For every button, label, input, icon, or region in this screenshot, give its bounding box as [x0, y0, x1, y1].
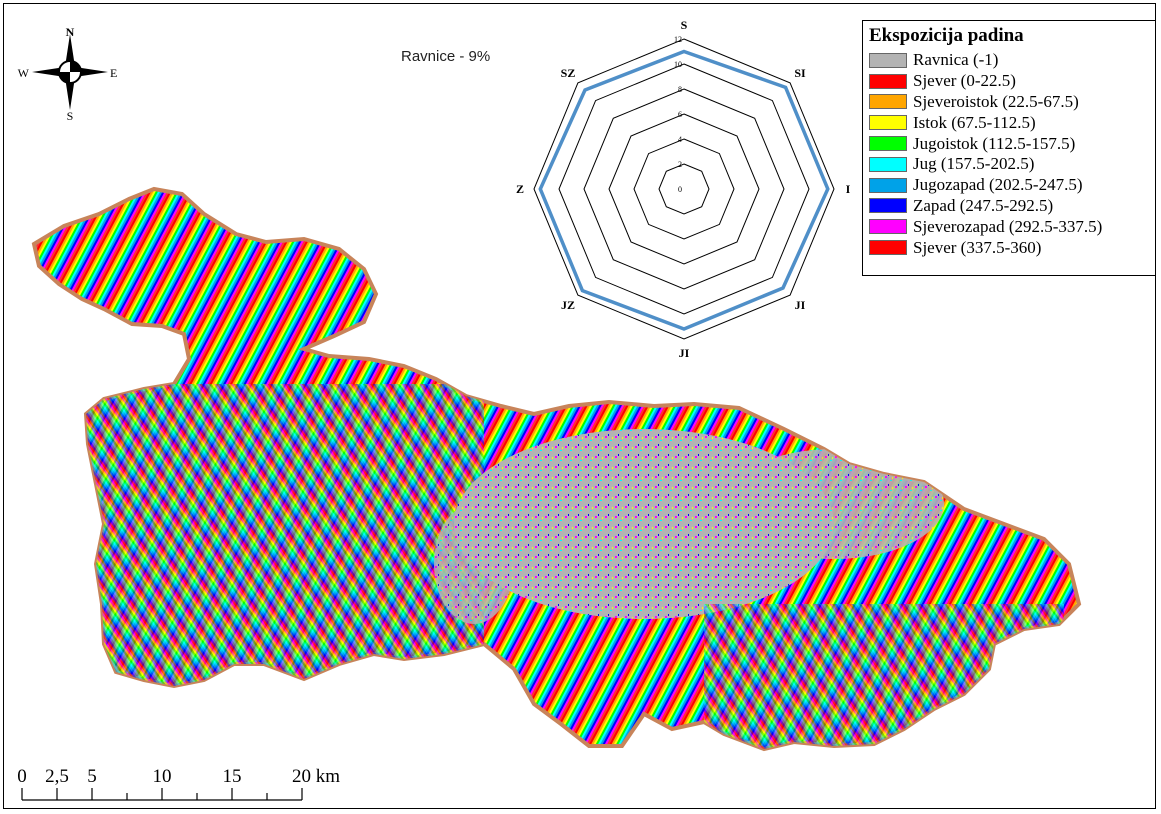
legend-label: Sjeveroistok (22.5-67.5): [913, 91, 1079, 111]
west-label: W: [18, 66, 30, 80]
radar-series-line: [538, 49, 830, 331]
legend-item: Jugozapad (202.5-247.5): [869, 175, 1155, 196]
legend-swatch: [869, 136, 907, 152]
radar-gridline: [633, 138, 735, 240]
flat-terrain-annotation: Ravnice - 9%: [401, 48, 491, 65]
legend-item: Sjeverozapad (292.5-337.5): [869, 216, 1155, 237]
scale-bar-label: 0: [17, 766, 27, 787]
legend-swatch: [869, 240, 907, 256]
legend-item: Zapad (247.5-292.5): [869, 195, 1155, 217]
radar-gridline: [583, 88, 785, 290]
radar-tick-label: 4: [678, 135, 682, 144]
radar-axis-label: S: [681, 18, 688, 32]
map-canvas: N S W E 0 2 4 6 8 10 12 S SI I JI JI JZ Z SZ 0 2,5 5 10 15…: [17, 18, 1082, 801]
north-label: N: [66, 25, 75, 39]
scale-bar-label: 10: [153, 766, 172, 787]
east-label: E: [110, 66, 117, 80]
legend-label: Jug (157.5-202.5): [913, 154, 1035, 174]
legend-item: Jugoistok (112.5-157.5): [869, 133, 1155, 154]
radar-gridline: [533, 38, 835, 340]
legend-label: Sjever (0-22.5): [913, 71, 1016, 91]
radar-axis-label: SI: [794, 66, 806, 80]
legend-item: Istok (67.5-112.5): [869, 112, 1155, 133]
legend-swatch: [869, 177, 907, 193]
legend-swatch: [869, 52, 907, 68]
legend-box: Ekspozicija padina Ravnica (-1) Sjever (0…: [862, 20, 1155, 276]
legend-swatch: [869, 94, 907, 110]
legend-item: Ravnica (-1): [869, 50, 1155, 71]
radar-tick-label: 2: [678, 160, 682, 169]
radar-axis-label: JZ: [561, 298, 575, 312]
scale-bar-label: 2,5: [45, 766, 69, 787]
radar-gridline: [608, 113, 760, 265]
scale-bar-label: 15: [223, 766, 242, 787]
radar-tick-label: 10: [674, 60, 682, 69]
radar-tick-label: 12: [674, 35, 682, 44]
legend-list: Ravnica (-1) Sjever (0-22.5) Sjeveroistok …: [869, 50, 1155, 258]
legend-label: Jugozapad (202.5-247.5): [913, 175, 1083, 195]
legend-swatch: [869, 219, 907, 235]
study-area-region: [31, 186, 1082, 752]
radar-tick-label: 8: [678, 85, 682, 94]
legend-swatch: [869, 156, 907, 172]
legend-title: Ekspozicija padina: [869, 25, 1024, 46]
legend-label: Sjever (337.5-360): [913, 237, 1042, 257]
map-frame: N S W E 0 2 4 6 8 10 12 S SI I JI JI JZ Z SZ 0 2,5 5 10 15…: [3, 3, 1156, 809]
scale-bar-label: 5: [87, 766, 97, 787]
radar-tick-label: 0: [678, 185, 682, 194]
legend-item: Sjeveroistok (22.5-67.5): [869, 91, 1155, 113]
radar-gridline: [658, 163, 710, 215]
scale-bar-label: 20 km: [292, 766, 340, 787]
legend-item: Jug (157.5-202.5): [869, 154, 1155, 175]
radar-axis-label: JI: [679, 346, 690, 360]
legend-item: Sjever (0-22.5): [869, 71, 1155, 92]
south-label: S: [67, 109, 74, 123]
legend-label: Zapad (247.5-292.5): [913, 195, 1054, 215]
legend-swatch: [869, 198, 907, 214]
legend-label: Sjeverozapad (292.5-337.5): [913, 216, 1103, 236]
radar-axis-label: Z: [516, 182, 524, 196]
legend-swatch: [869, 115, 907, 131]
legend-label: Jugoistok (112.5-157.5): [913, 133, 1076, 153]
radar-tick-label: 6: [678, 110, 682, 119]
radar-axis-label: JI: [795, 298, 806, 312]
radar-axis-label: I: [846, 182, 851, 196]
legend-label: Istok (67.5-112.5): [913, 112, 1036, 132]
legend-swatch: [869, 73, 907, 89]
scale-bar: 0 2,5 5 10 15 20 km: [17, 766, 340, 801]
radar-gridline: [558, 63, 810, 315]
north-arrow-compass-icon: N S W E: [18, 25, 118, 123]
legend-item: Sjever (337.5-360): [869, 237, 1155, 258]
radar-axis-label: SZ: [561, 66, 576, 80]
exposure-radar-chart: 0 2 4 6 8 10 12 S SI I JI JI JZ Z SZ: [516, 18, 851, 360]
legend-label: Ravnica (-1): [913, 50, 999, 70]
